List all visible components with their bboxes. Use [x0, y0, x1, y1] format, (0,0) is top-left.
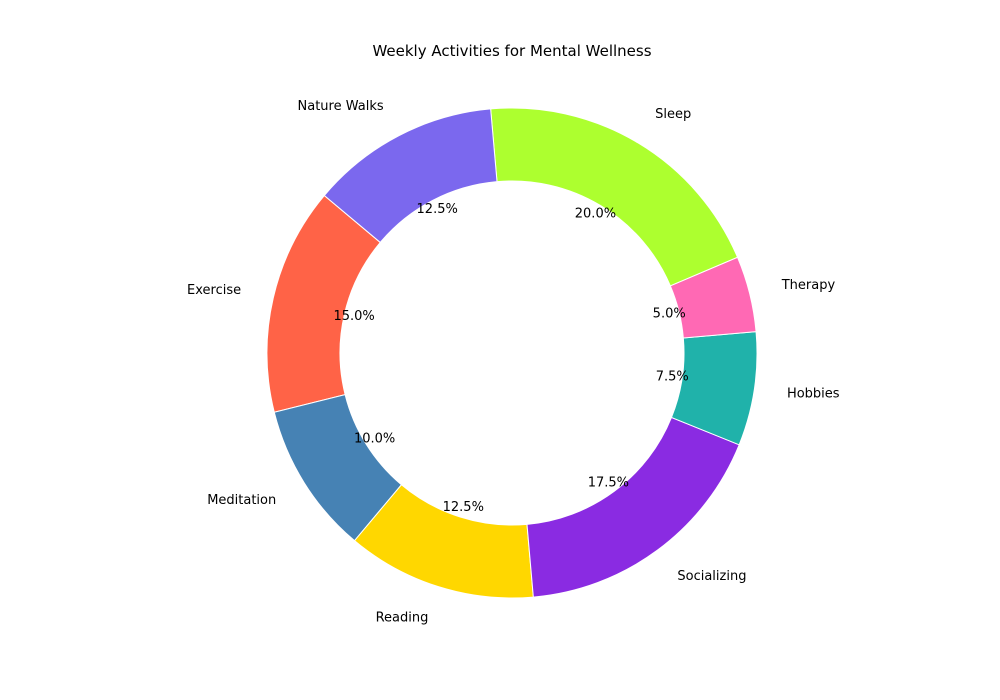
slice-percent-hobbies: 7.5%: [656, 369, 689, 384]
slice-label-exercise: Exercise: [187, 283, 241, 298]
chart-title: Weekly Activities for Mental Wellness: [372, 42, 651, 60]
label-group: Exercise 15.0% Meditation 10.0% Reading 12.5%…: [187, 99, 840, 626]
slice-percent-sleep: 20.0%: [575, 207, 616, 222]
slice-label-hobbies: Hobbies: [787, 387, 840, 402]
slice-label-reading: Reading: [376, 611, 429, 626]
slice-label-socializing: Socializing: [677, 569, 746, 584]
slice-label-sleep: Sleep: [655, 107, 691, 122]
slice-nature-walks: [323, 108, 498, 244]
slice-group: [266, 107, 758, 599]
slice-percent-reading: 12.5%: [443, 500, 484, 515]
slice-sleep: [490, 107, 739, 287]
slice-percent-meditation: 10.0%: [354, 431, 395, 446]
slice-percent-socializing: 17.5%: [588, 476, 629, 491]
slice-percent-exercise: 15.0%: [333, 309, 374, 324]
slice-percent-therapy: 5.0%: [653, 306, 686, 321]
slice-percent-nature-walks: 12.5%: [417, 202, 458, 217]
slice-label-nature-walks: Nature Walks: [298, 99, 384, 114]
slice-label-meditation: Meditation: [207, 493, 276, 508]
slice-label-therapy: Therapy: [781, 278, 836, 293]
